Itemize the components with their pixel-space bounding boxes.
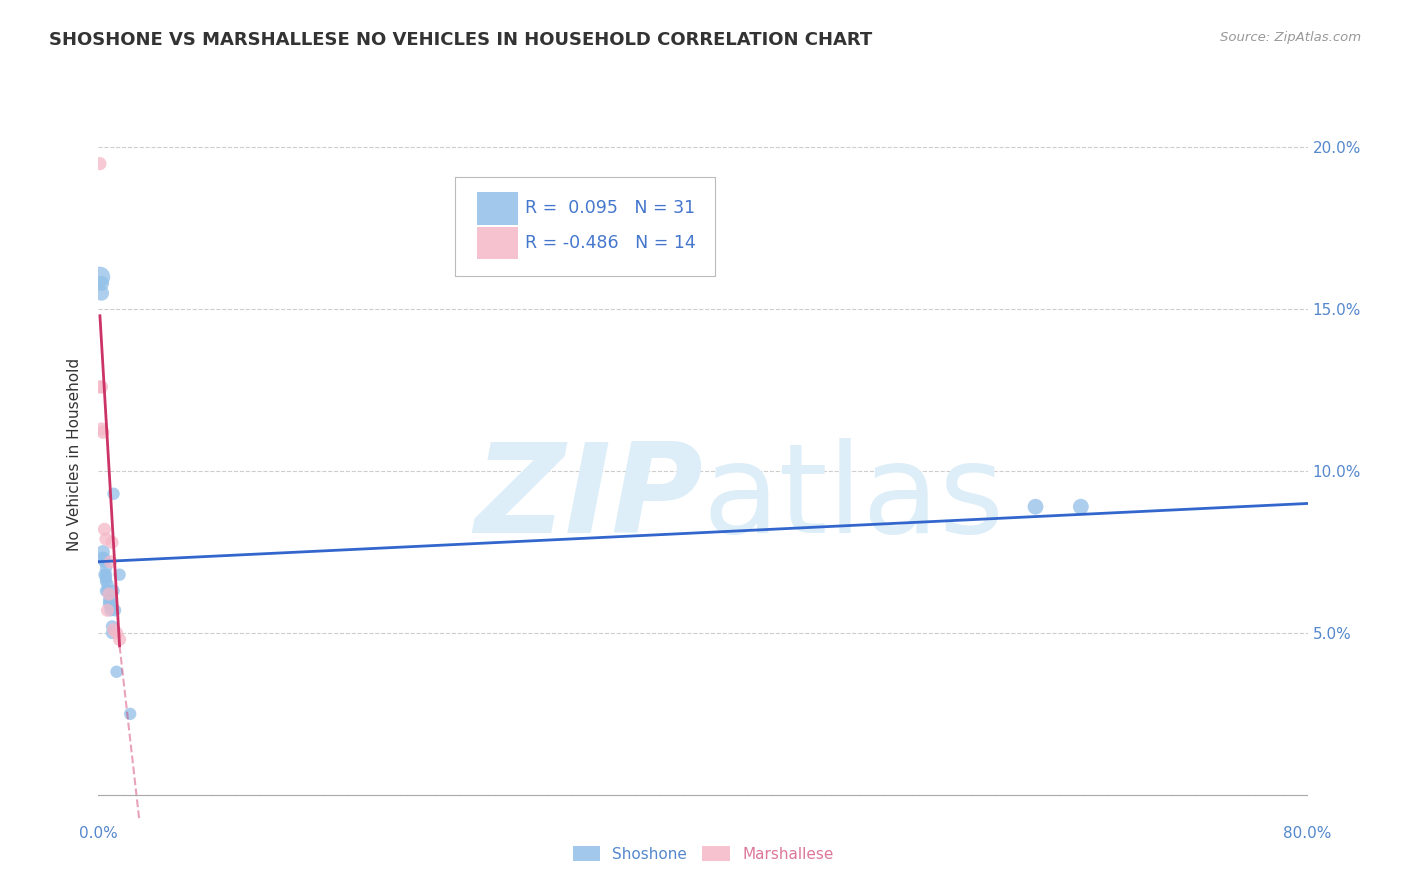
Point — [94, 561, 117, 575]
Point — [105, 665, 128, 679]
Point — [96, 603, 118, 617]
Point — [94, 567, 117, 582]
Point — [98, 597, 121, 611]
FancyBboxPatch shape — [477, 193, 517, 225]
Point — [90, 277, 112, 291]
FancyBboxPatch shape — [456, 177, 716, 276]
Legend: Shoshone, Marshallese: Shoshone, Marshallese — [567, 840, 839, 868]
Point — [120, 706, 142, 721]
Point — [90, 422, 112, 436]
Point — [90, 286, 112, 301]
Point — [94, 532, 117, 546]
FancyBboxPatch shape — [477, 227, 517, 259]
Point — [94, 583, 117, 598]
Point — [103, 623, 125, 637]
Text: R = -0.486   N = 14: R = -0.486 N = 14 — [526, 234, 696, 252]
Point — [94, 571, 117, 585]
Point — [1070, 500, 1092, 514]
Point — [98, 587, 121, 601]
Point — [96, 583, 118, 598]
Text: Source: ZipAtlas.com: Source: ZipAtlas.com — [1220, 31, 1361, 45]
Point — [100, 593, 122, 607]
Point — [103, 583, 125, 598]
Text: atlas: atlas — [703, 438, 1005, 559]
Text: SHOSHONE VS MARSHALLESE NO VEHICLES IN HOUSEHOLD CORRELATION CHART: SHOSHONE VS MARSHALLESE NO VEHICLES IN H… — [49, 31, 873, 49]
Point — [100, 603, 122, 617]
Point — [93, 551, 115, 566]
Point — [91, 551, 114, 566]
Point — [91, 425, 114, 440]
Point — [89, 380, 111, 394]
Point — [94, 574, 117, 589]
Point — [89, 156, 111, 170]
Point — [100, 600, 122, 615]
Point — [98, 587, 121, 601]
Text: R =  0.095   N = 31: R = 0.095 N = 31 — [526, 200, 696, 218]
Point — [103, 487, 125, 501]
Text: ZIP: ZIP — [474, 438, 703, 559]
Point — [93, 567, 115, 582]
Point — [96, 577, 118, 591]
Point — [98, 593, 121, 607]
Point — [104, 603, 127, 617]
Point — [93, 522, 115, 536]
Point — [101, 626, 124, 640]
Point — [89, 269, 111, 284]
Point — [91, 545, 114, 559]
Point — [105, 626, 128, 640]
Point — [108, 632, 131, 647]
Point — [101, 535, 124, 549]
Point — [108, 567, 131, 582]
Point — [100, 555, 122, 569]
Point — [1024, 500, 1046, 514]
Point — [90, 380, 112, 394]
Y-axis label: No Vehicles in Household: No Vehicles in Household — [67, 359, 83, 551]
Point — [93, 555, 115, 569]
Point — [101, 619, 124, 633]
